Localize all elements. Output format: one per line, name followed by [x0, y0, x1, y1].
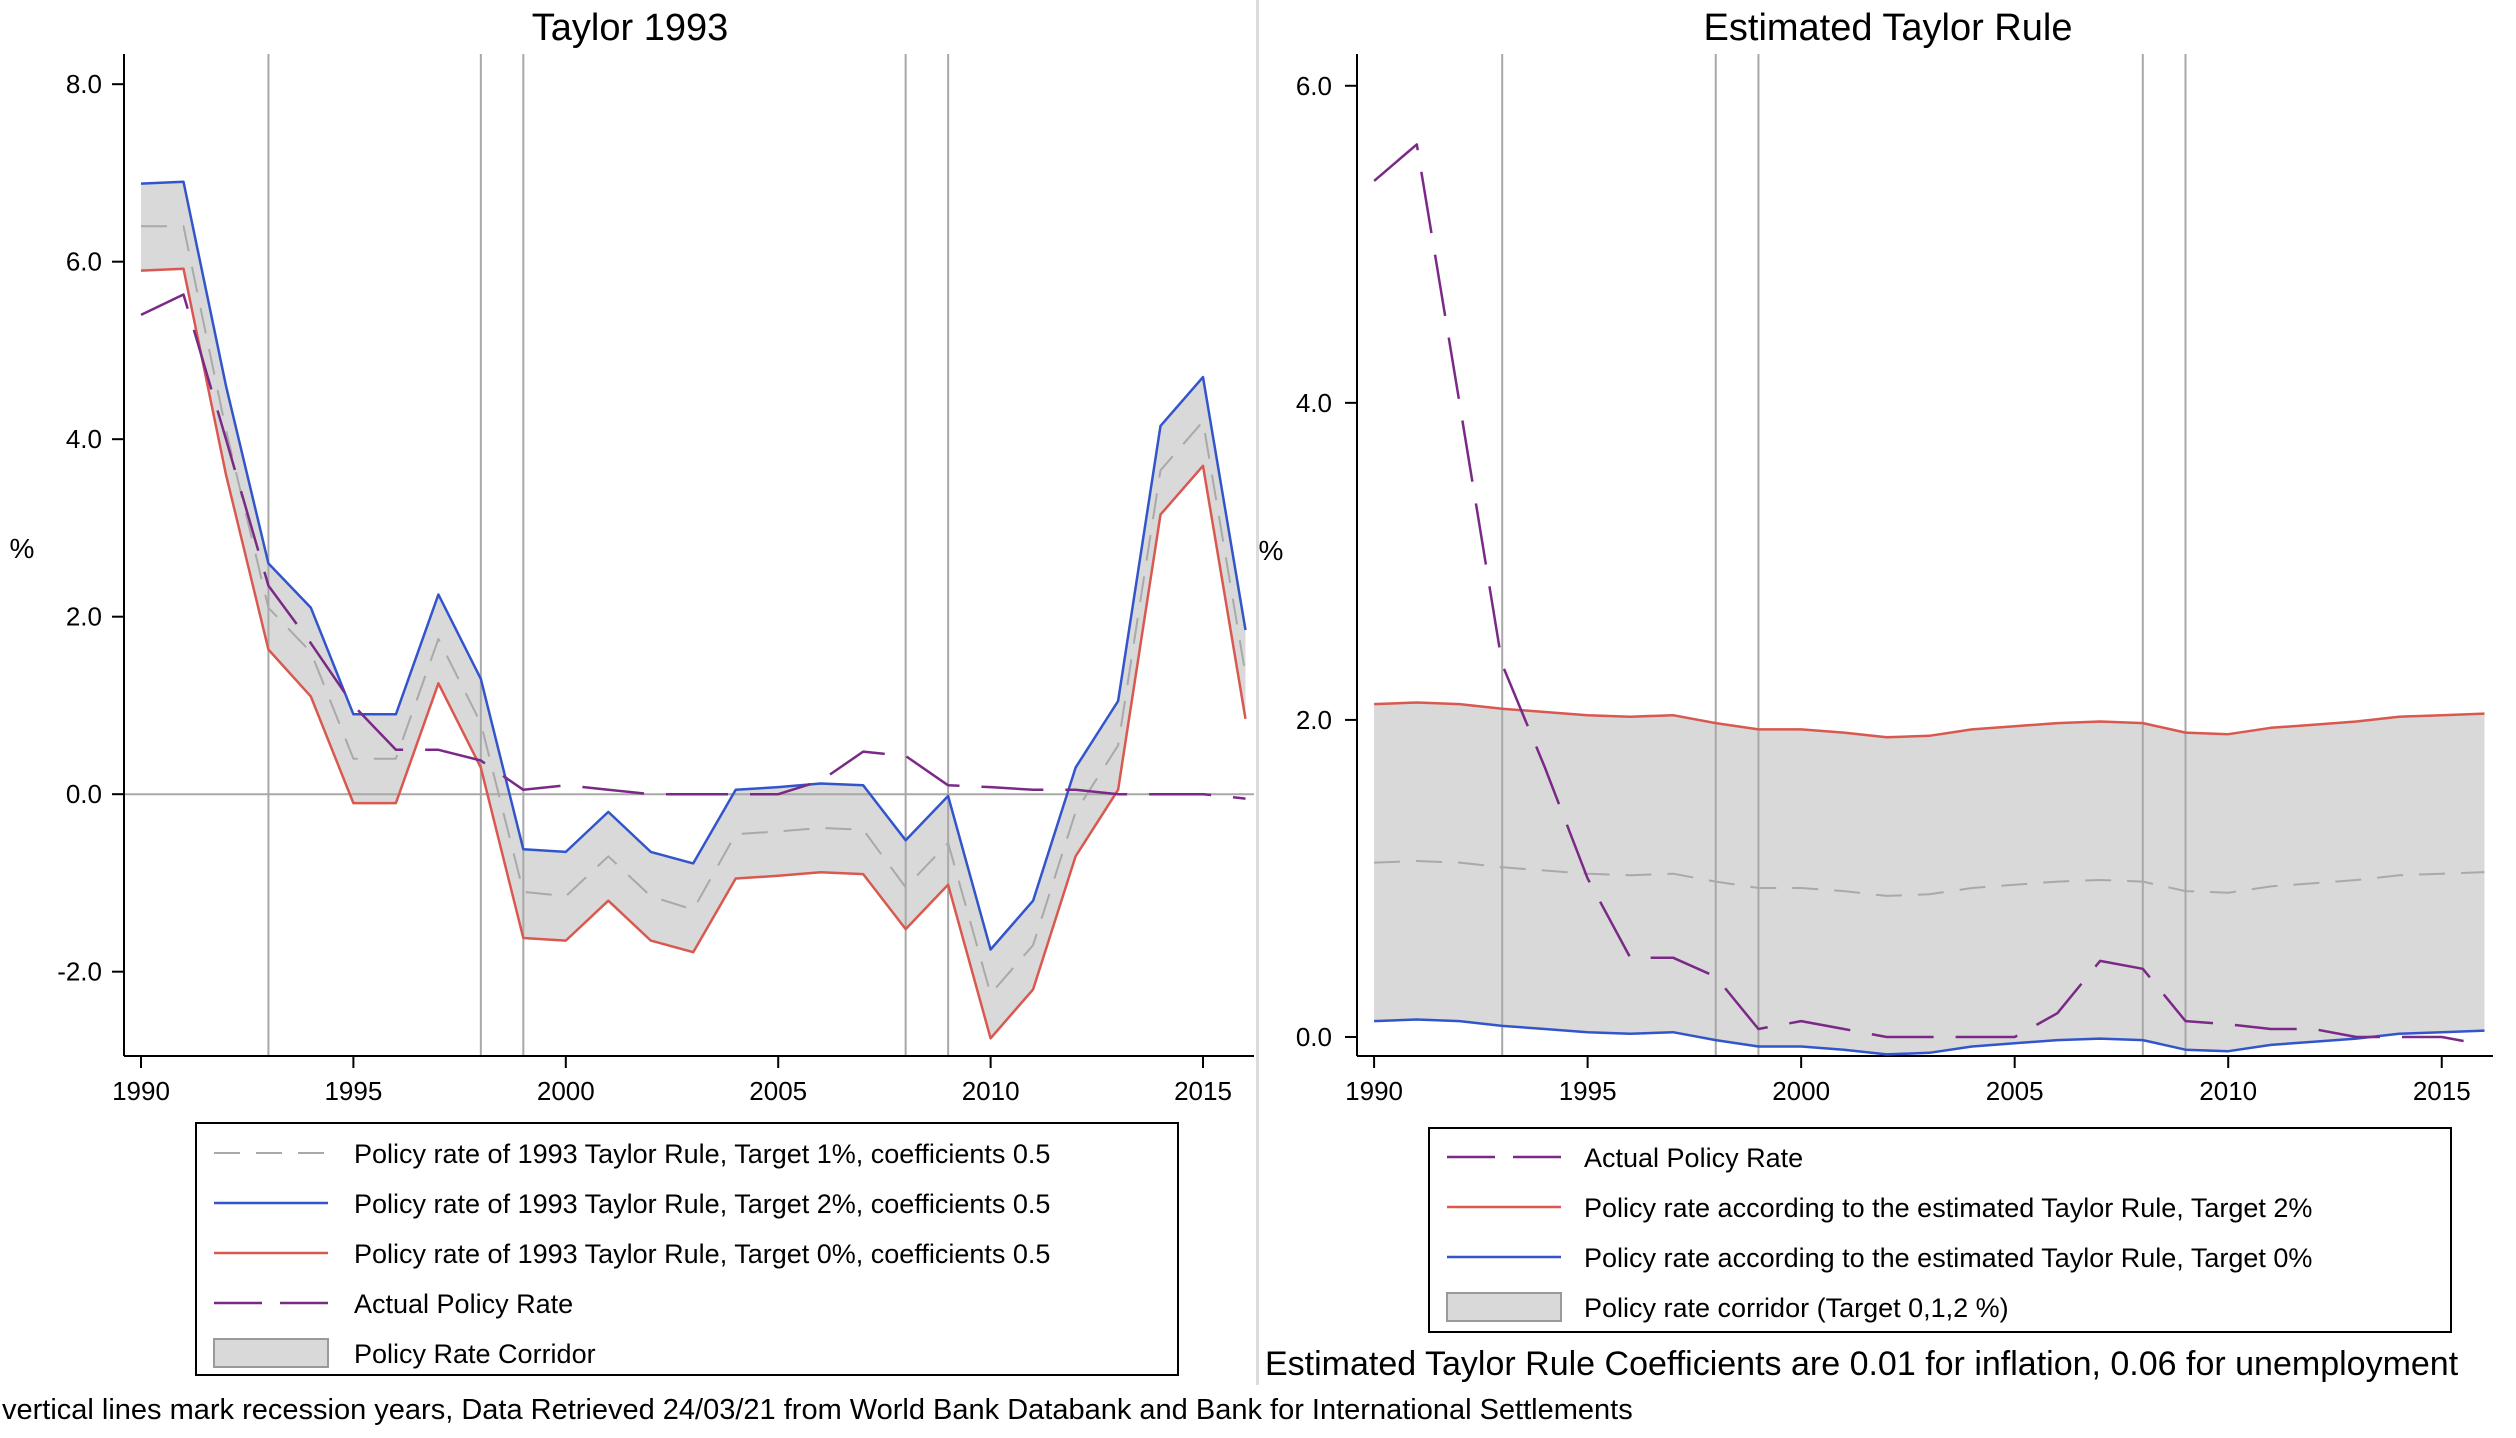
x-tick-label: 1990	[112, 1076, 170, 1106]
corridor-area	[1374, 702, 2485, 1055]
legend-label: Policy rate according to the estimated T…	[1584, 1243, 2312, 1273]
x-tick-label: 1990	[1345, 1076, 1403, 1106]
x-tick-label: 1995	[1559, 1076, 1617, 1106]
x-tick-label: 2000	[537, 1076, 595, 1106]
x-tick-label: 2010	[962, 1076, 1020, 1106]
x-tick-label: 2000	[1772, 1076, 1830, 1106]
coefficients-annotation: Estimated Taylor Rule Coefficients are 0…	[1265, 1345, 2459, 1383]
chart-title: Taylor 1993	[532, 7, 728, 49]
y-tick-label: 4.0	[1296, 388, 1332, 418]
y-tick-label: 4.0	[66, 424, 102, 454]
legend-label: Policy rate according to the estimated T…	[1584, 1193, 2312, 1223]
y-tick-label: 6.0	[66, 247, 102, 277]
chart-panel-1: Taylor 1993% -2.0 0.0 2.0 4.0 6.0 8.0 1990 1995 2…	[10, 7, 1254, 1376]
legend-label: Policy rate of 1993 Taylor Rule, Target …	[354, 1139, 1050, 1169]
legend-label: Policy Rate Corridor	[354, 1339, 596, 1369]
y-tick-label: 6.0	[1296, 71, 1332, 101]
legend-label: Actual Policy Rate	[1584, 1143, 1803, 1173]
legend-label: Actual Policy Rate	[354, 1289, 573, 1319]
legend-label: Policy rate of 1993 Taylor Rule, Target …	[354, 1189, 1050, 1219]
x-tick-label: 2015	[1174, 1076, 1232, 1106]
x-tick-label: 2010	[2199, 1076, 2257, 1106]
x-tick-label: 2005	[749, 1076, 807, 1106]
y-tick-label: 2.0	[66, 602, 102, 632]
legend-swatch-area	[1446, 1292, 1562, 1322]
legend-box	[1428, 1127, 2452, 1333]
chart-title: Estimated Taylor Rule	[1704, 7, 2073, 49]
y-tick-label: 0.0	[1296, 1022, 1332, 1052]
y-tick-label: 0.0	[66, 779, 102, 809]
source-footnote: vertical lines mark recession years, Dat…	[2, 1394, 1633, 1426]
x-tick-label: 2015	[2413, 1076, 2471, 1106]
series-line-target0	[140, 267, 1247, 1040]
corridor-area	[141, 181, 1246, 1039]
series-line-target2	[140, 180, 1247, 951]
y-axis-label: %	[1259, 535, 1284, 566]
series-line-target1	[1374, 860, 2485, 897]
panel-divider	[1256, 0, 1259, 1385]
legend-label: Policy rate corridor (Target 0,1,2 %)	[1584, 1293, 2009, 1323]
y-tick-label: 2.0	[1296, 705, 1332, 735]
series-line-target0	[1374, 701, 2485, 739]
legend-label: Policy rate of 1993 Taylor Rule, Target …	[354, 1239, 1050, 1269]
chart-panel-2: Estimated Taylor Rule% 0.0 2.0 4.0 6.0 1990 19…	[1259, 7, 2493, 1333]
y-axis-label: %	[10, 533, 35, 564]
series-line-actual	[1373, 143, 2485, 1047]
series-line-target1	[141, 225, 1247, 995]
series-line-actual	[140, 293, 1246, 800]
y-tick-label: 8.0	[66, 69, 102, 99]
x-tick-label: 1995	[324, 1076, 382, 1106]
x-tick-label: 2005	[1986, 1076, 2044, 1106]
y-tick-label: -2.0	[57, 957, 102, 987]
legend-swatch-area	[213, 1338, 329, 1368]
legend-box	[195, 1122, 1179, 1376]
series-line-target2	[1374, 1018, 2485, 1056]
